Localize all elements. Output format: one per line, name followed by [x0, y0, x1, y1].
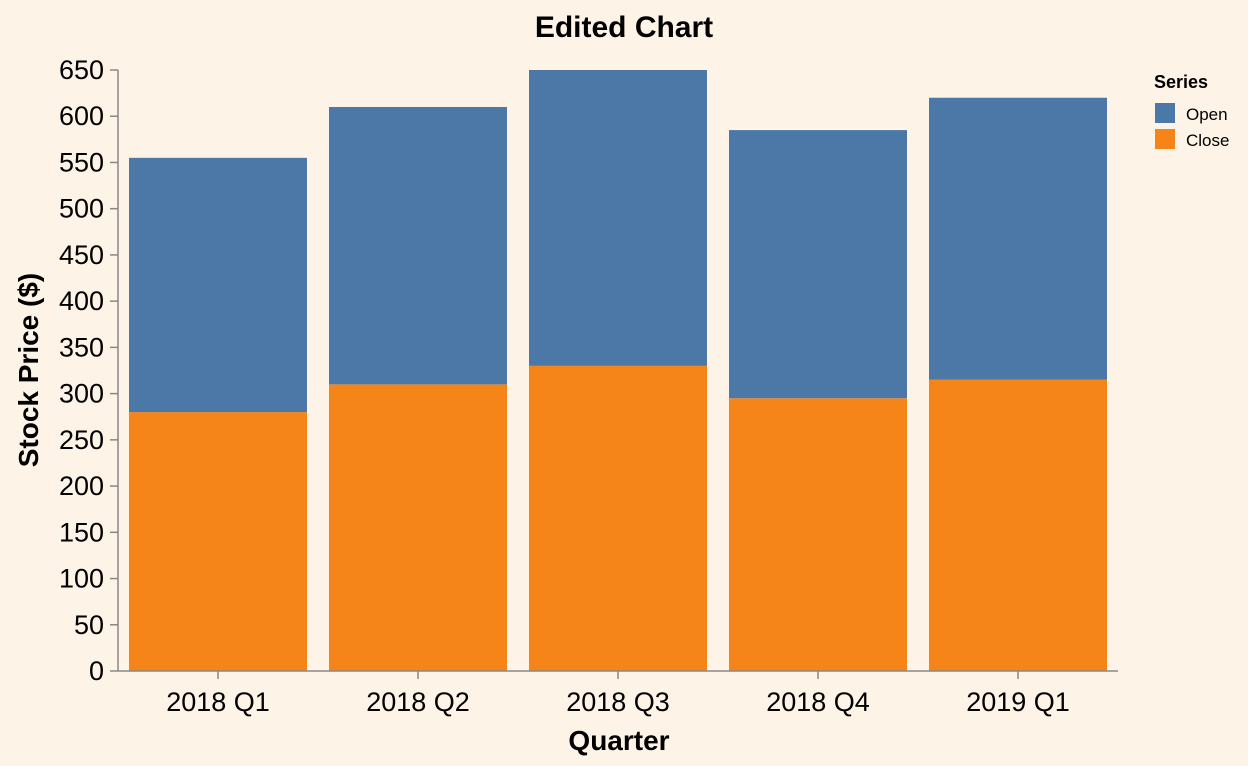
- y-tick-label: 200: [59, 471, 104, 501]
- x-tick-label: 2018 Q2: [366, 687, 470, 717]
- bar-close-2018-q2: [329, 384, 507, 671]
- x-axis-title: Quarter: [568, 725, 669, 756]
- x-tick-label: 2018 Q1: [166, 687, 270, 717]
- bar-close-2018-q4: [729, 398, 907, 671]
- bar-close-2019-q1: [929, 379, 1107, 671]
- y-tick-label: 400: [59, 286, 104, 316]
- y-tick-label: 50: [74, 610, 104, 640]
- y-tick-label: 500: [59, 194, 104, 224]
- x-tick-label: 2018 Q3: [566, 687, 670, 717]
- legend-title: Series: [1154, 72, 1208, 92]
- y-tick-label: 150: [59, 517, 104, 547]
- y-axis-title: Stock Price ($): [13, 273, 44, 468]
- chart-title: Edited Chart: [535, 11, 713, 44]
- bar-close-2018-q3: [529, 365, 707, 671]
- bar-open-2018-q3: [529, 70, 707, 366]
- legend-swatch-close: [1155, 129, 1175, 149]
- bar-open-2018-q1: [129, 157, 307, 413]
- x-axis: 2018 Q1 2018 Q2 2018 Q3 2018 Q4 2019 Q1: [166, 671, 1070, 717]
- x-tick-label: 2019 Q1: [966, 687, 1070, 717]
- y-axis: 0 50 100 150 200 250 300 350 400 450 500 550 600 650: [59, 55, 118, 686]
- y-tick-label: 550: [59, 147, 104, 177]
- y-tick-label: 450: [59, 240, 104, 270]
- y-tick-label: 0: [89, 656, 104, 686]
- y-tick-label: 650: [59, 55, 104, 85]
- y-tick-label: 350: [59, 332, 104, 362]
- legend-swatch-open: [1155, 103, 1175, 123]
- bars-group: [129, 70, 1107, 671]
- bar-open-2019-q1: [929, 97, 1107, 380]
- legend: Series Open Close: [1154, 72, 1229, 150]
- y-tick-label: 300: [59, 379, 104, 409]
- x-tick-label: 2018 Q4: [766, 687, 870, 717]
- bar-open-2018-q4: [729, 130, 907, 399]
- legend-label-open: Open: [1186, 105, 1228, 124]
- y-tick-label: 250: [59, 425, 104, 455]
- bar-open-2018-q2: [329, 106, 507, 385]
- y-tick-label: 600: [59, 101, 104, 131]
- y-tick-label: 100: [59, 564, 104, 594]
- legend-label-close: Close: [1186, 131, 1229, 150]
- bar-close-2018-q1: [129, 412, 307, 671]
